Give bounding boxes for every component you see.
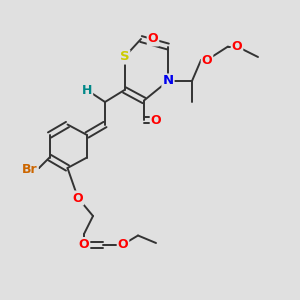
Text: O: O bbox=[79, 238, 89, 251]
Text: O: O bbox=[202, 53, 212, 67]
Text: Br: Br bbox=[22, 163, 38, 176]
Text: O: O bbox=[148, 32, 158, 46]
Text: O: O bbox=[73, 191, 83, 205]
Text: O: O bbox=[232, 40, 242, 53]
Text: H: H bbox=[82, 83, 92, 97]
Text: O: O bbox=[151, 113, 161, 127]
Text: O: O bbox=[118, 238, 128, 251]
Text: N: N bbox=[162, 74, 174, 88]
Text: S: S bbox=[120, 50, 129, 64]
